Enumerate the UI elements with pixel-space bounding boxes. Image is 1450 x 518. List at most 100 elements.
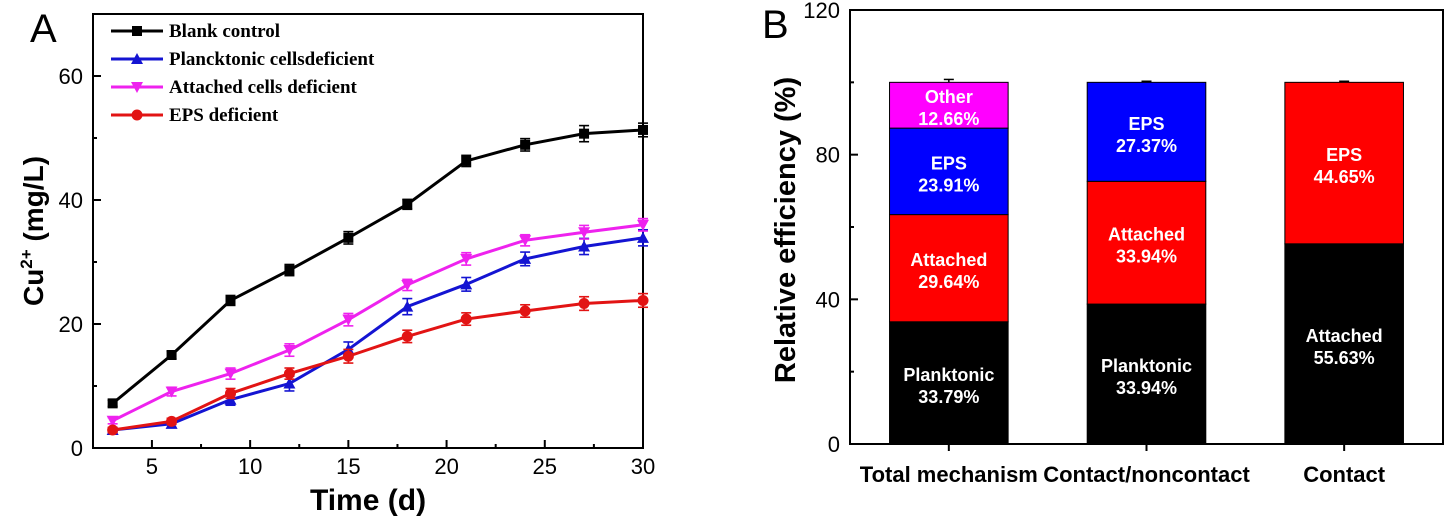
segment-label: Attached (1306, 326, 1383, 346)
data-point (343, 232, 354, 243)
segment-value-label: 12.66% (918, 109, 979, 129)
data-point (225, 387, 236, 399)
data-point (165, 386, 178, 398)
bar-segment-planktonic (1086, 303, 1207, 445)
legend-entry-label: EPS deficient (169, 105, 279, 126)
legend-marker (131, 82, 143, 93)
segment-label: Planktonic (1101, 356, 1192, 376)
panel-a-legend: Blank control Plancktonic cellsdeficient A… (111, 21, 375, 126)
series-blank-control (107, 122, 648, 409)
data-point (578, 298, 590, 310)
panel-a-series (106, 122, 649, 436)
data-point (519, 252, 532, 264)
data-point (283, 345, 296, 357)
series-line (112, 298, 644, 432)
x-tick-label: 5 (146, 454, 158, 479)
y-tick-label: 80 (816, 143, 840, 168)
panel-a-ticks: 5 10 15 20 25 30 0 20 40 60 (59, 13, 655, 479)
data-point (578, 240, 591, 252)
data-point (637, 294, 649, 306)
panel-b-bars: Planktonic33.79%Attached29.64%EPS23.91%O… (889, 78, 1404, 445)
segment-label: EPS (1326, 145, 1362, 165)
y-tick-label: 60 (59, 64, 83, 89)
legend-marker (131, 109, 143, 121)
data-point (342, 314, 355, 326)
y-label-unit: (mg/L) (18, 156, 49, 249)
series-line (111, 223, 644, 423)
segment-value-label: 44.65% (1314, 167, 1375, 187)
x-category-label: Contact/noncontact (1043, 462, 1250, 487)
segment-value-label: 33.94% (1116, 378, 1177, 398)
panel-a-line-chart: A 5 10 15 20 25 30 0 20 40 60 Blank control Planck… (17, 7, 655, 517)
data-point (107, 424, 119, 436)
panel-b-y-axis-label: Relative efficiency (%) (770, 77, 802, 383)
bar-segment-eps (1086, 81, 1207, 182)
panel-b-category-labels: Total mechanism Contact/noncontact Contact (860, 462, 1386, 487)
data-point (638, 124, 648, 135)
x-tick-label: 20 (434, 454, 458, 479)
data-point (402, 199, 413, 210)
panel-a-x-axis-label: Time (d) (310, 484, 426, 517)
data-point (461, 155, 472, 166)
data-point (401, 330, 413, 342)
data-point (225, 295, 236, 306)
data-point (106, 415, 119, 427)
segment-label: Planktonic (903, 365, 994, 385)
data-point (284, 265, 295, 276)
data-point (637, 219, 649, 231)
segment-label: EPS (1128, 114, 1164, 134)
series-plancktonic-cellsdeficient (106, 228, 649, 436)
x-tick-label: 25 (533, 454, 557, 479)
data-point (519, 235, 532, 247)
x-category-label: Contact (1303, 462, 1386, 487)
y-label-superscript: 2+ (17, 249, 36, 268)
bar-segment-eps (889, 127, 1009, 216)
bar-segment-attached (1284, 243, 1404, 445)
bar-segment-eps (1284, 81, 1404, 245)
data-point (401, 300, 414, 312)
data-point (166, 350, 177, 360)
data-point (460, 313, 472, 325)
bar-segment-attached (1086, 180, 1207, 305)
segment-value-label: 33.94% (1116, 247, 1177, 267)
legend-entry-label: Plancktonic cellsdeficient (169, 49, 375, 70)
data-point (460, 278, 473, 290)
data-point (519, 305, 531, 317)
data-point (520, 139, 531, 150)
series-attached-cells-deficient (106, 217, 649, 427)
panel-a-label: A (30, 7, 57, 51)
data-point (283, 368, 295, 380)
series-line (111, 128, 644, 405)
data-point (401, 279, 414, 291)
data-point (578, 227, 591, 239)
data-point (579, 128, 590, 139)
data-point (460, 253, 473, 265)
legend-entry-label: Attached cells deficient (169, 77, 358, 98)
x-tick-label: 30 (631, 454, 655, 479)
y-tick-label: 0 (828, 432, 840, 457)
y-tick-label: 20 (59, 312, 83, 337)
bar-segment-attached (889, 214, 1009, 323)
y-tick-label: 40 (59, 188, 83, 213)
y-tick-label: 40 (816, 287, 840, 312)
x-tick-label: 10 (238, 454, 262, 479)
segment-value-label: 23.91% (918, 175, 979, 195)
series-eps-deficient (107, 292, 649, 436)
y-tick-label: 120 (803, 0, 840, 23)
panel-a-y-axis-label: Cu2+ (mg/L) (17, 156, 49, 306)
x-category-label: Total mechanism (860, 462, 1038, 487)
panel-b-label: B (762, 3, 789, 47)
legend-marker (132, 26, 142, 36)
segment-label: Attached (910, 250, 987, 270)
segment-label: Attached (1108, 225, 1185, 245)
segment-value-label: 29.64% (918, 272, 979, 292)
segment-value-label: 33.79% (918, 387, 979, 407)
data-point (342, 350, 354, 362)
bar-segment-planktonic (889, 321, 1009, 445)
data-point (107, 398, 118, 409)
data-point (637, 231, 649, 243)
